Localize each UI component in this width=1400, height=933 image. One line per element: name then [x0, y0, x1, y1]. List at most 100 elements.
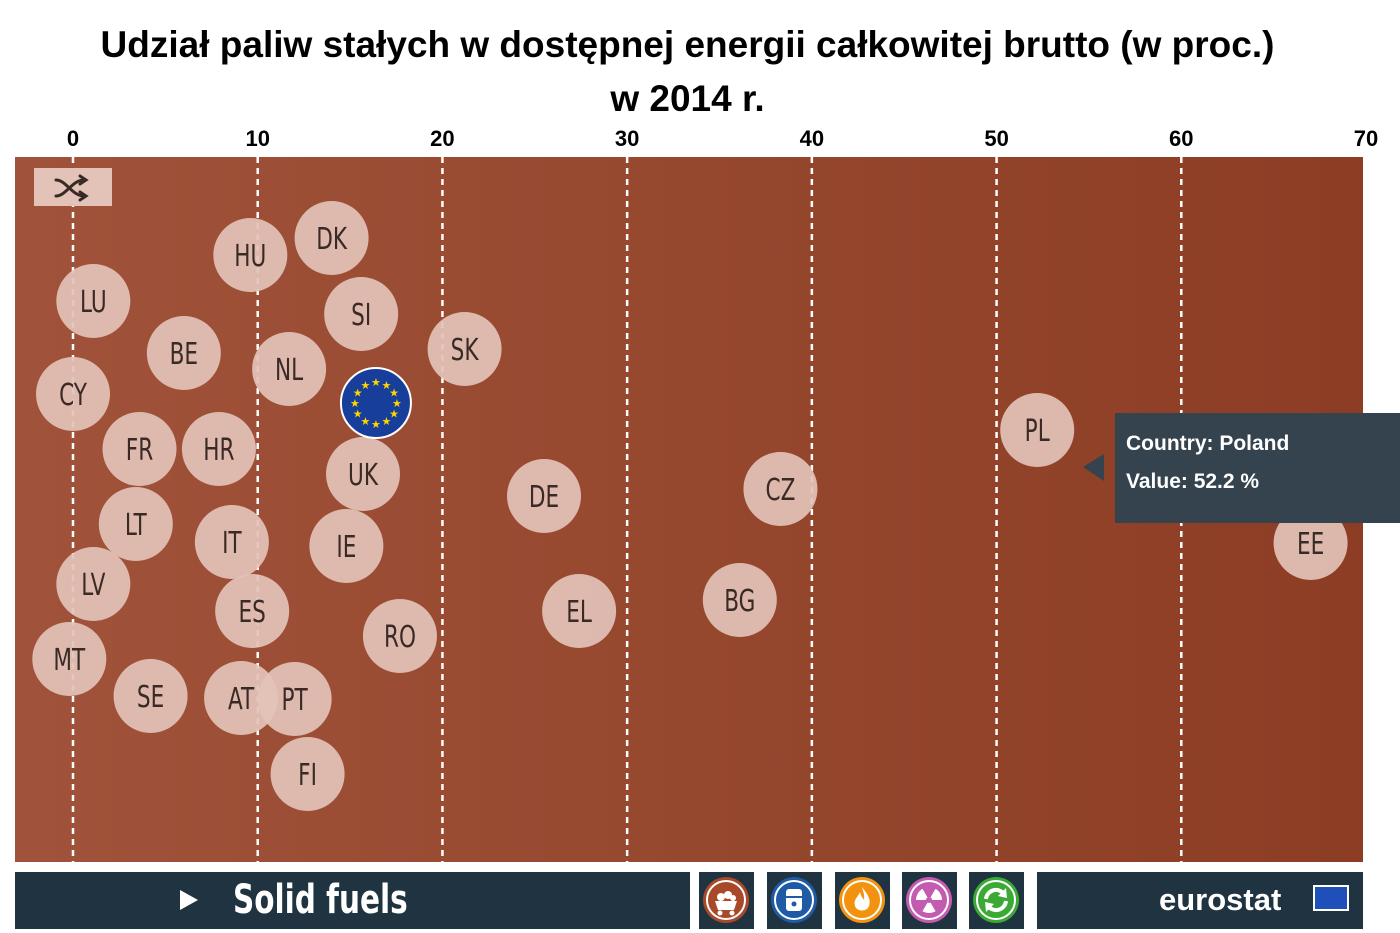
country-bubble-it[interactable]: IT: [194, 505, 269, 579]
bubble-circle: [743, 452, 818, 526]
country-bubble-ro[interactable]: RO: [362, 599, 437, 673]
country-bubble-se[interactable]: SE: [113, 659, 188, 733]
country-bubble-hr[interactable]: HR: [181, 412, 256, 486]
country-bubble-dk[interactable]: DK: [294, 201, 369, 275]
country-bubble-ie[interactable]: IE: [309, 509, 384, 583]
gas-button[interactable]: [835, 872, 890, 929]
eu-star: ★: [353, 388, 363, 400]
eu-star: ★: [353, 409, 363, 421]
country-bubble-pt[interactable]: PT: [257, 662, 332, 736]
tooltip-country: Country: Poland: [1126, 432, 1289, 455]
country-bubble-bg[interactable]: BG: [702, 563, 777, 637]
country-bubble-uk[interactable]: UK: [326, 437, 401, 511]
bubble-circle: [181, 412, 256, 486]
eu-flag-circle: [339, 367, 412, 439]
bubble-label: HR: [203, 433, 234, 467]
country-bubble-fr[interactable]: FR: [102, 412, 177, 486]
country-bubble-at[interactable]: AT: [204, 661, 279, 735]
oil-barrel-icon: [771, 877, 817, 923]
x-tick-label: 50: [984, 126, 1008, 151]
bubble-circle: [56, 547, 131, 621]
bubble-label: SE: [137, 680, 164, 714]
x-tick-label: 60: [1169, 126, 1193, 151]
bubble-label: PL: [1025, 414, 1050, 448]
fuel-label: Solid fuels: [233, 877, 408, 923]
bubble-circle: [542, 574, 617, 648]
bubble-circle: [215, 574, 290, 648]
bubble-label: LV: [81, 568, 105, 602]
chart-title: Udział paliw stałych w dostępnej energii…: [0, 18, 1375, 126]
eu-star: ★: [371, 377, 381, 389]
oil-button[interactable]: [767, 872, 822, 929]
bubble-label: SI: [351, 298, 371, 332]
bubble-circle: [252, 332, 327, 406]
bubble-label: ES: [239, 595, 266, 629]
bubble-label: DK: [316, 222, 348, 256]
country-bubble-lt[interactable]: LT: [98, 487, 173, 561]
x-tick-label: 30: [615, 126, 639, 151]
title-line: Udział paliw stałych w dostępnej energii…: [100, 24, 1275, 65]
country-bubble-nl[interactable]: NL: [252, 332, 327, 406]
solid-fuels-button[interactable]: [699, 872, 754, 929]
bubble-circle: [213, 218, 288, 292]
country-bubble-si[interactable]: SI: [324, 277, 399, 351]
eu-star: ★: [371, 419, 381, 431]
country-bubble-es[interactable]: ES: [215, 574, 290, 648]
bubble-circle: [326, 437, 401, 511]
bubble-circle: [309, 509, 384, 583]
shuffle-button[interactable]: [34, 168, 112, 206]
bubble-label: FR: [126, 433, 153, 467]
country-bubble-cz[interactable]: CZ: [743, 452, 818, 526]
eu-star: ★: [381, 416, 391, 428]
country-bubble-be[interactable]: BE: [146, 316, 221, 390]
bubble-label: SK: [451, 333, 480, 367]
bubble-circle: [146, 316, 221, 390]
bubble-circle: [362, 599, 437, 673]
bubble-label: PT: [282, 683, 309, 717]
country-bubble-fi[interactable]: FI: [270, 737, 345, 811]
bubble-circle: [102, 412, 177, 486]
shuffle-icon: [54, 174, 89, 202]
tooltip-value: Value: 52.2 %: [1126, 470, 1259, 493]
fuel-selector-bar: Solid fuels: [15, 872, 690, 929]
country-bubble-sk[interactable]: SK: [427, 312, 502, 386]
country-bubble-mt[interactable]: MT: [32, 622, 107, 696]
nuclear-button[interactable]: [902, 872, 957, 929]
bubble-circle: [113, 659, 188, 733]
bubble-label: UK: [348, 458, 379, 492]
country-bubble-lv[interactable]: LV: [56, 547, 131, 621]
eu-star: ★: [389, 409, 399, 421]
play-icon[interactable]: [180, 890, 198, 910]
eu-star: ★: [381, 380, 391, 392]
country-bubble-lu[interactable]: LU: [56, 264, 131, 338]
bubble-label: IE: [336, 530, 356, 564]
bubble-circle: [294, 201, 369, 275]
bubble-circle: [1273, 506, 1348, 580]
bubble-circle: [194, 505, 269, 579]
brand-bar: eurostat: [1037, 872, 1363, 929]
gas-flame-icon: [839, 877, 885, 923]
eu-star: ★: [350, 398, 360, 410]
x-tick-label: 20: [430, 126, 454, 151]
bubble-circle: [257, 662, 332, 736]
tooltip: Country: Poland Value: 52.2 %: [1083, 413, 1400, 523]
bubble-circle: [98, 487, 173, 561]
bubble-circle: [427, 312, 502, 386]
eu-star: ★: [392, 398, 402, 410]
country-bubble-el[interactable]: EL: [542, 574, 617, 648]
country-bubble-cy[interactable]: CY: [36, 357, 110, 431]
bubble-label: BG: [724, 584, 755, 618]
bubble-label: FI: [298, 758, 317, 792]
country-bubble-pl[interactable]: PL: [1000, 393, 1075, 467]
bubble-label: CZ: [766, 473, 796, 507]
eu-average-bubble[interactable]: ★★★★★★★★★ ★ ★★: [339, 367, 412, 439]
country-bubble-ee[interactable]: EE: [1273, 506, 1348, 580]
country-bubble-hu[interactable]: HU: [213, 218, 288, 292]
renewables-button[interactable]: [969, 872, 1024, 929]
bubble-chart: 0 10 20 30 40 50 60 70 LU CY MT LV LT FR SE BE HR IT HU AT…: [15, 126, 1400, 862]
country-bubble-de[interactable]: DE: [507, 459, 582, 533]
bubble-label: IT: [222, 526, 242, 560]
bubble-label: DE: [529, 480, 559, 514]
eu-star: ★: [360, 380, 370, 392]
solid-fuels-icon: [703, 877, 749, 923]
